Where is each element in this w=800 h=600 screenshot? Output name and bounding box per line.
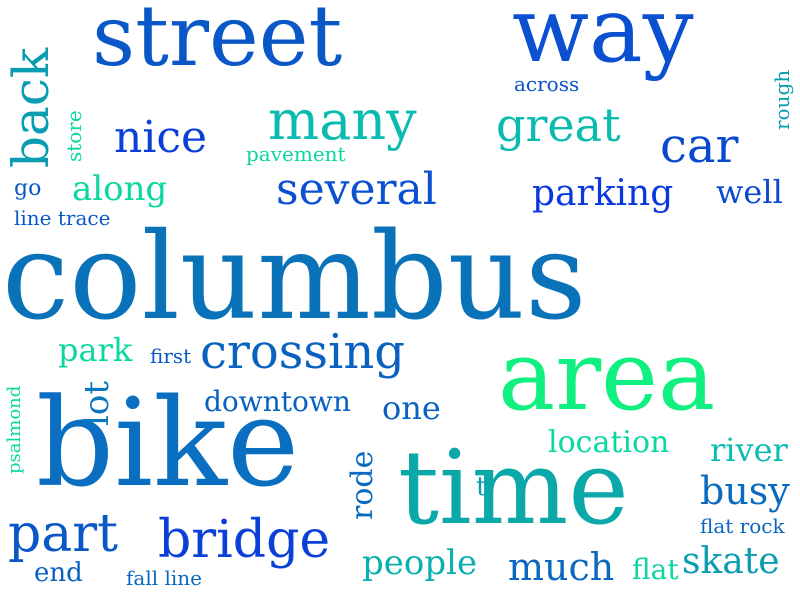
word-people: people [362,543,478,583]
word-several: several [276,164,437,215]
word-crossing: crossing [200,324,405,380]
word-busy: busy [700,469,790,513]
word-part: part [8,504,119,564]
word-area: area [498,320,716,432]
word-downtown: downtown [204,385,351,418]
word-flat: flat [632,553,679,586]
word-across: across [514,72,580,96]
word-columbus: columbus [2,208,587,347]
word-fall-line: fall line [126,566,202,590]
word-parking: parking [532,173,674,214]
word-line-trace: line trace [14,206,111,230]
word-park: park [58,331,133,369]
word-time: time [398,429,629,548]
word-go: go [14,176,42,201]
word-one: one [382,389,441,427]
word-pavement: pavement [246,142,346,166]
word-bridge: bridge [158,510,331,570]
word-great: great [496,98,621,152]
word-car: car [660,118,739,174]
word-river: river [710,431,788,469]
word-rode: rode [345,450,380,520]
word-store: store [62,110,86,162]
word-bike: bike [36,372,300,514]
word-back: back [2,47,60,168]
word-many: many [268,89,417,152]
word-much: much [508,545,615,589]
word-rough: rough [770,69,794,130]
word-first: first [150,344,192,368]
word-location: location [548,425,670,460]
word-street: street [92,0,343,85]
word-end: end [34,558,83,588]
word-lot: lot [77,380,117,426]
word-skate: skate [682,541,780,582]
word-t: t [476,472,487,502]
word-well: well [716,173,783,211]
word-psalmond: psalmond [4,385,25,474]
word-nice: nice [114,112,208,163]
word-along: along [72,169,168,209]
word-way: way [512,0,694,83]
word-flat-rock: flat rock [700,514,785,538]
